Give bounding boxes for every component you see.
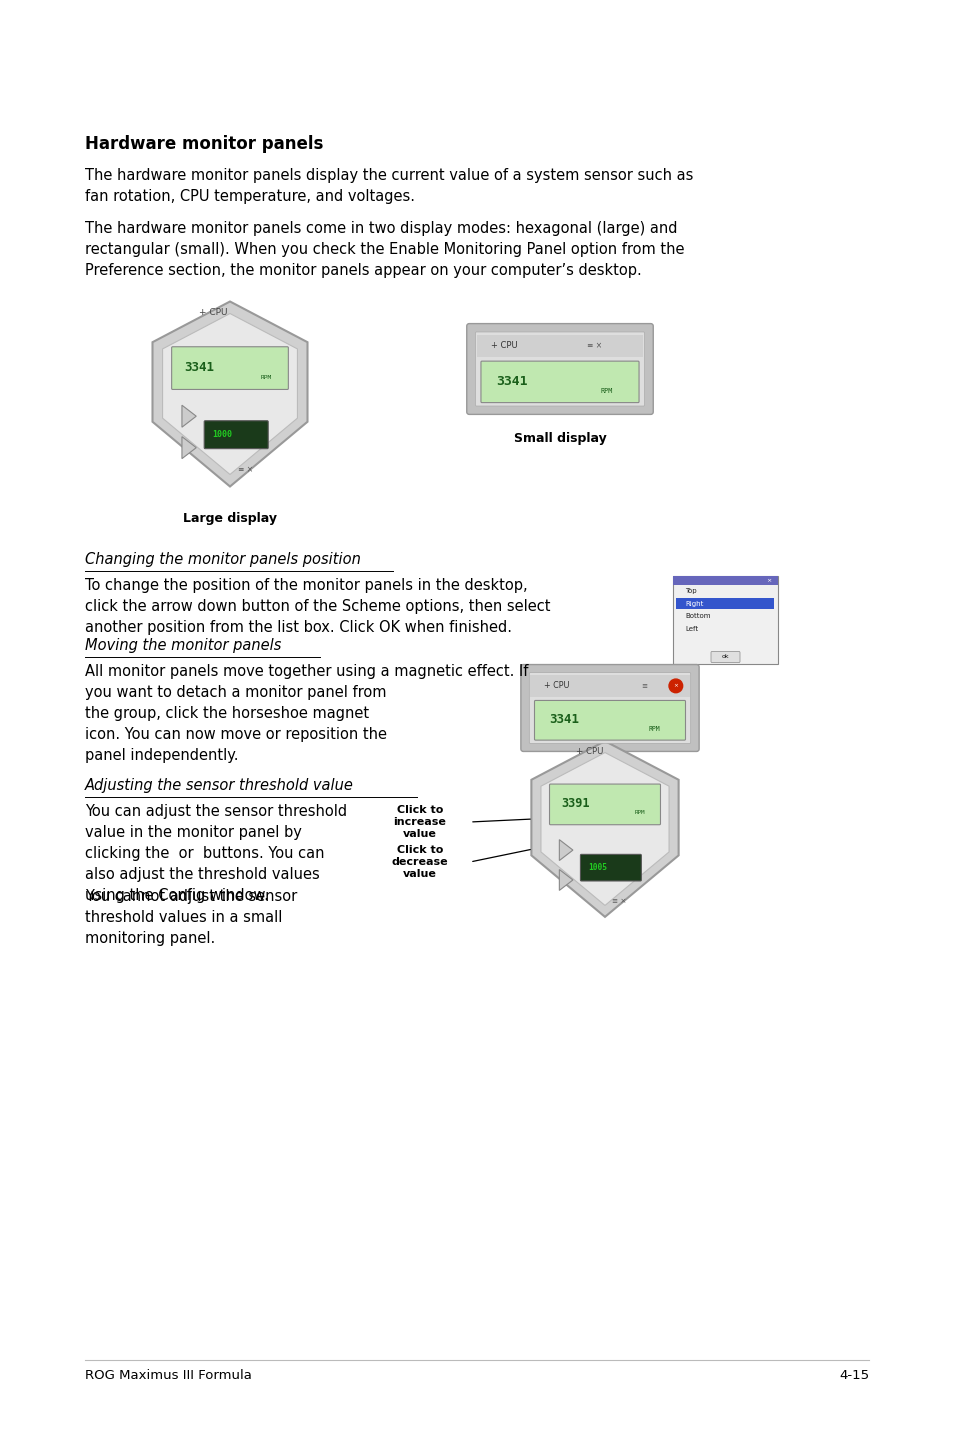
Text: ≡ ×: ≡ ×: [587, 341, 601, 351]
FancyBboxPatch shape: [675, 598, 774, 610]
Polygon shape: [531, 741, 678, 917]
Text: ROG Maximus III Formula: ROG Maximus III Formula: [85, 1369, 252, 1382]
Text: + CPU: + CPU: [543, 682, 569, 690]
FancyBboxPatch shape: [710, 651, 740, 663]
Text: Large display: Large display: [183, 512, 276, 525]
Text: The hardware monitor panels come in two display modes: hexagonal (large) and
rec: The hardware monitor panels come in two …: [85, 221, 684, 278]
FancyBboxPatch shape: [549, 784, 659, 825]
Polygon shape: [182, 406, 196, 427]
Circle shape: [668, 679, 682, 693]
Text: 3341: 3341: [496, 374, 527, 388]
Text: ×: ×: [765, 578, 771, 582]
Text: Adjusting the sensor threshold value: Adjusting the sensor threshold value: [85, 778, 354, 792]
Text: + CPU: + CPU: [575, 748, 602, 756]
Text: ×: ×: [673, 683, 678, 689]
Text: 1000: 1000: [213, 430, 233, 439]
Text: All monitor panels move together using a magnetic effect. If
you want to detach : All monitor panels move together using a…: [85, 664, 528, 764]
FancyBboxPatch shape: [475, 332, 644, 406]
Polygon shape: [162, 313, 297, 475]
FancyBboxPatch shape: [579, 854, 640, 881]
FancyBboxPatch shape: [672, 577, 777, 664]
Text: 4-15: 4-15: [838, 1369, 868, 1382]
Text: Left: Left: [684, 626, 698, 633]
FancyBboxPatch shape: [530, 676, 689, 696]
Polygon shape: [152, 302, 307, 486]
Text: RPM: RPM: [634, 811, 644, 815]
FancyBboxPatch shape: [529, 673, 690, 743]
Polygon shape: [540, 752, 668, 906]
Text: Click to
decrease
value: Click to decrease value: [392, 846, 448, 879]
FancyBboxPatch shape: [520, 664, 699, 752]
Text: ok: ok: [720, 654, 728, 660]
Text: Small display: Small display: [513, 431, 606, 444]
Text: To change the position of the monitor panels in the desktop,
click the arrow dow: To change the position of the monitor pa…: [85, 578, 550, 636]
Text: Top: Top: [684, 588, 696, 594]
Text: ≡ ×: ≡ ×: [612, 899, 626, 905]
Text: You cannot adjust the sensor
threshold values in a small
monitoring panel.: You cannot adjust the sensor threshold v…: [85, 889, 297, 946]
Text: Moving the monitor panels: Moving the monitor panels: [85, 638, 281, 653]
Polygon shape: [558, 840, 573, 860]
FancyBboxPatch shape: [480, 361, 639, 403]
Text: Hardware monitor panels: Hardware monitor panels: [85, 135, 323, 152]
Text: ≡ ×: ≡ ×: [237, 466, 253, 475]
Text: Click to
increase
value: Click to increase value: [394, 805, 446, 838]
Text: + CPU: + CPU: [199, 308, 227, 318]
Text: Bottom: Bottom: [684, 614, 710, 620]
Text: RPM: RPM: [261, 374, 272, 380]
Text: Right: Right: [684, 601, 702, 607]
Text: RPM: RPM: [600, 388, 613, 394]
FancyBboxPatch shape: [476, 335, 643, 357]
Text: 3341: 3341: [184, 361, 213, 374]
Text: 3341: 3341: [548, 713, 578, 726]
FancyBboxPatch shape: [172, 347, 288, 390]
FancyBboxPatch shape: [204, 421, 268, 449]
FancyBboxPatch shape: [466, 324, 653, 414]
Text: 3391: 3391: [560, 797, 589, 810]
Text: RPM: RPM: [648, 726, 659, 732]
FancyBboxPatch shape: [672, 577, 777, 584]
Polygon shape: [182, 437, 196, 459]
Text: ≡: ≡: [640, 683, 647, 689]
FancyBboxPatch shape: [534, 700, 685, 741]
Text: Changing the monitor panels position: Changing the monitor panels position: [85, 552, 360, 567]
Polygon shape: [558, 870, 573, 890]
Text: 1005: 1005: [588, 863, 607, 871]
Text: The hardware monitor panels display the current value of a system sensor such as: The hardware monitor panels display the …: [85, 168, 693, 204]
Text: You can adjust the sensor threshold
value in the monitor panel by
clicking the  : You can adjust the sensor threshold valu…: [85, 804, 347, 903]
Text: + CPU: + CPU: [491, 341, 517, 351]
